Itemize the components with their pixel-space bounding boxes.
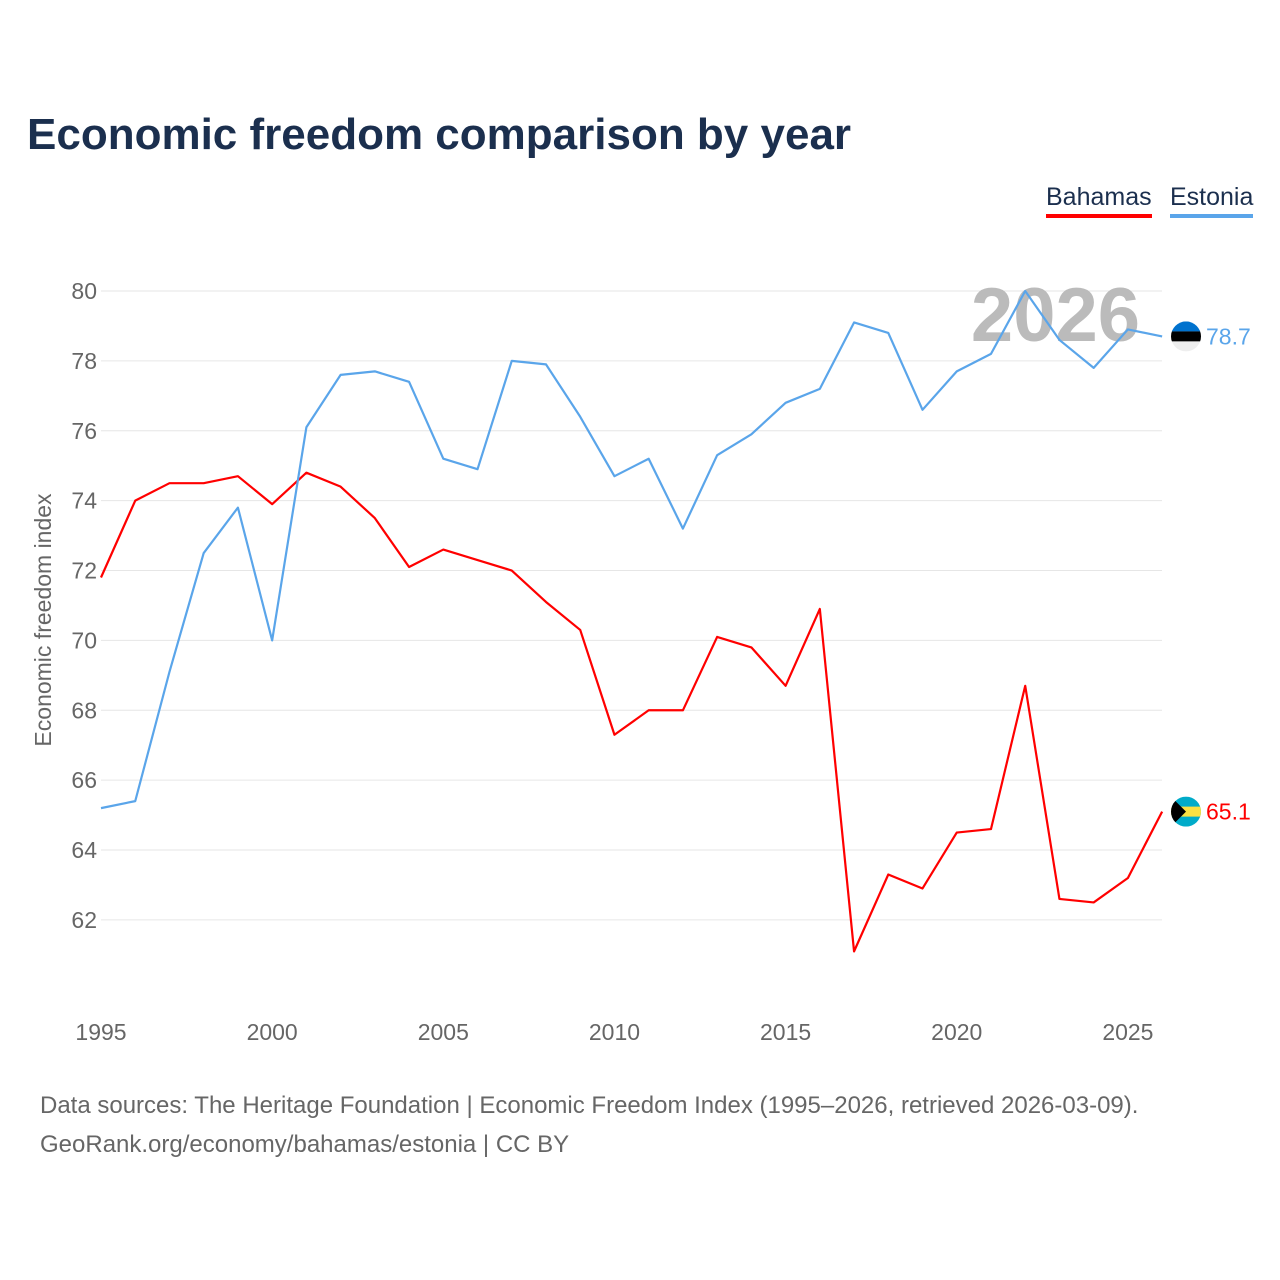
y-tick-label: 72 bbox=[71, 558, 97, 584]
y-tick-label: 78 bbox=[71, 348, 97, 374]
y-tick-label: 80 bbox=[71, 278, 97, 304]
legend-bahamas[interactable]: Bahamas bbox=[1046, 183, 1152, 218]
series-line-estonia bbox=[100, 289, 1163, 810]
x-tick-label: 2010 bbox=[589, 1019, 640, 1045]
x-tick-label: 2005 bbox=[418, 1019, 469, 1045]
y-tick-label: 74 bbox=[71, 488, 97, 514]
bahamas-flag-icon bbox=[1171, 796, 1201, 827]
year-watermark: 2026 bbox=[971, 273, 1140, 358]
x-tick-label: 2020 bbox=[931, 1019, 982, 1045]
series-line-bahamas bbox=[99, 471, 1164, 953]
end-label-estonia: 78.7 bbox=[1206, 323, 1251, 349]
y-axis-label: Economic freedom index bbox=[30, 493, 56, 747]
x-tick-label: 2015 bbox=[760, 1019, 811, 1045]
y-tick-label: 68 bbox=[71, 697, 97, 723]
estonia-flag-icon bbox=[1171, 321, 1201, 352]
y-tick-label: 64 bbox=[71, 837, 97, 863]
source-line-2[interactable]: GeoRank.org/economy/bahamas/estonia | CC… bbox=[40, 1131, 570, 1158]
chart-title: Economic freedom comparison by year bbox=[27, 110, 852, 159]
end-label-bahamas: 65.1 bbox=[1206, 799, 1251, 825]
y-tick-label: 62 bbox=[71, 907, 97, 933]
y-tick-label: 66 bbox=[71, 767, 97, 793]
y-tick-label: 76 bbox=[71, 418, 97, 444]
y-tick-label: 70 bbox=[71, 627, 97, 653]
legend-estonia[interactable]: Estonia bbox=[1170, 183, 1254, 218]
source-line-1: Data sources: The Heritage Foundation | … bbox=[40, 1092, 1139, 1119]
x-tick-label: 2025 bbox=[1102, 1019, 1153, 1045]
x-tick-label: 2000 bbox=[247, 1019, 298, 1045]
x-tick-label: 1995 bbox=[75, 1019, 126, 1045]
source-note: Data sources: The Heritage Foundation | … bbox=[40, 1086, 1138, 1164]
